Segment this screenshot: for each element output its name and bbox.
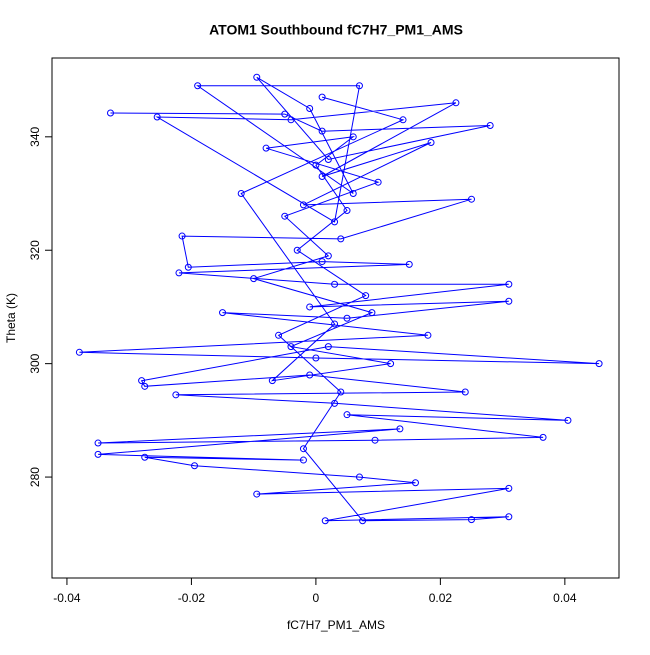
data-point	[399, 116, 407, 124]
data-point	[184, 263, 192, 271]
data-point	[337, 388, 345, 396]
data-point	[343, 207, 351, 215]
data-point	[237, 190, 245, 198]
data-point	[331, 399, 339, 407]
data-point	[281, 110, 289, 118]
x-tick-label: -0.02	[178, 591, 206, 605]
data-point	[306, 303, 314, 311]
data-point	[324, 343, 332, 351]
data-point	[331, 280, 339, 288]
data-point	[312, 161, 320, 169]
data-point	[94, 439, 102, 447]
data-point	[349, 190, 357, 198]
data-point	[424, 331, 432, 339]
data-point	[253, 490, 261, 498]
data-point	[467, 195, 475, 203]
data-point	[94, 450, 102, 458]
data-point	[362, 292, 370, 300]
data-point	[331, 218, 339, 226]
data-point	[318, 258, 326, 266]
data-point	[368, 309, 376, 317]
data-point	[452, 99, 460, 107]
data-point	[427, 138, 435, 146]
data-point	[505, 280, 513, 288]
data-point	[486, 121, 494, 129]
x-tick-label: 0	[313, 591, 320, 605]
data-point	[396, 425, 404, 433]
data-point	[194, 82, 202, 90]
data-point	[343, 314, 351, 322]
data-point	[331, 320, 339, 328]
data-point	[138, 377, 146, 385]
data-point	[172, 391, 180, 399]
data-point	[349, 133, 357, 141]
data-point	[141, 453, 149, 461]
data-point	[275, 331, 283, 339]
y-tick-label: 320	[28, 240, 42, 260]
data-point	[141, 382, 149, 390]
data-point	[321, 517, 329, 525]
data-point	[355, 82, 363, 90]
y-axis-label: Theta (K)	[4, 293, 18, 343]
x-tick-label: 0.02	[429, 591, 453, 605]
data-point	[299, 445, 307, 453]
data-point	[595, 360, 603, 368]
data-point	[564, 416, 572, 424]
data-point	[250, 275, 258, 283]
data-point	[505, 513, 513, 521]
data-point	[324, 156, 332, 164]
data-point	[355, 473, 363, 481]
data-point	[467, 516, 475, 524]
data-point	[318, 127, 326, 135]
data-point	[505, 484, 513, 492]
data-point	[75, 348, 83, 356]
data-point	[405, 260, 413, 268]
data-point	[324, 252, 332, 260]
data-point	[219, 309, 227, 317]
data-point	[191, 462, 199, 470]
data-point	[287, 343, 295, 351]
data-point	[299, 201, 307, 209]
data-point	[175, 269, 183, 277]
data-point	[287, 116, 295, 124]
y-tick-label: 300	[28, 353, 42, 373]
data-point	[281, 212, 289, 220]
data-point	[343, 411, 351, 419]
data-point	[306, 104, 314, 112]
data-point	[539, 433, 547, 441]
x-axis-label: fC7H7_PM1_AMS	[287, 618, 385, 632]
x-tick-label: 0.04	[553, 591, 577, 605]
data-point	[318, 93, 326, 101]
x-tick-label: -0.04	[53, 591, 81, 605]
y-tick-label: 280	[28, 467, 42, 487]
data-point	[387, 360, 395, 368]
data-point	[107, 109, 115, 117]
data-point	[262, 144, 270, 152]
data-point	[306, 371, 314, 379]
data-point	[312, 354, 320, 362]
data-point	[371, 436, 379, 444]
data-point	[268, 377, 276, 385]
chart-title: ATOM1 Southbound fC7H7_PM1_AMS	[209, 22, 463, 38]
y-tick-label: 340	[28, 126, 42, 146]
data-point	[374, 178, 382, 186]
data-point	[178, 232, 186, 240]
data-point	[299, 456, 307, 464]
data-point	[359, 517, 367, 525]
data-line	[79, 76, 600, 522]
data-point	[505, 297, 513, 305]
data-point	[293, 246, 301, 254]
data-point	[337, 235, 345, 243]
data-point	[153, 113, 161, 121]
data-point	[318, 173, 326, 181]
data-point	[461, 388, 469, 396]
data-point	[411, 479, 419, 487]
data-point	[253, 73, 261, 81]
